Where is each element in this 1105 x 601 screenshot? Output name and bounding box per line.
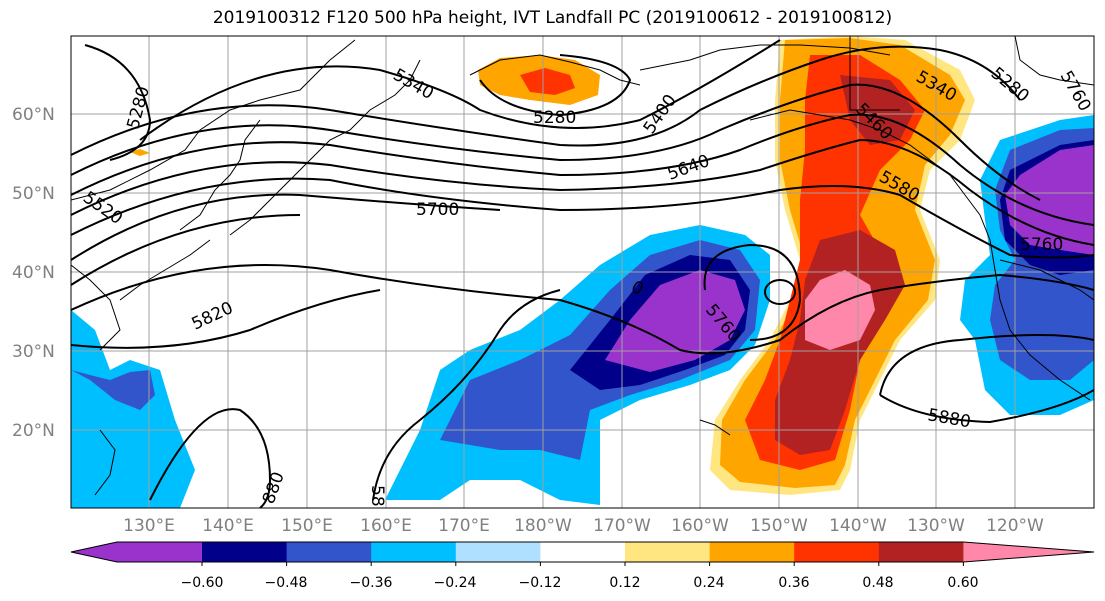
colorbar-tick-label: −0.48 — [265, 575, 308, 591]
negative-west-outer — [71, 310, 195, 508]
lat-label: 20°N — [12, 421, 55, 441]
colorbar-segment — [117, 542, 203, 562]
lon-label: 170°W — [593, 516, 651, 536]
colorbar-tick-label: −0.36 — [350, 575, 393, 591]
contour-label: 5760 — [1020, 235, 1063, 255]
colorbar-tick-label: 0.12 — [609, 575, 640, 591]
colorbar-extend-left — [71, 542, 117, 562]
colorbar-segment — [371, 542, 457, 562]
colorbar-outline — [70, 541, 1095, 563]
lon-label: 120°W — [986, 516, 1044, 536]
colorbar — [70, 541, 1095, 566]
colorbar-tick-label: −0.12 — [519, 575, 562, 591]
positive-alaska-core — [520, 68, 575, 95]
colorbar-segment — [202, 542, 288, 562]
colorbar-segment — [625, 542, 711, 562]
lon-label: 130°E — [123, 516, 175, 536]
colorbar-tick-label: 0.24 — [693, 575, 724, 591]
lon-label: 150°W — [750, 516, 808, 536]
negative-west-mid — [71, 370, 155, 410]
positive-small-patch — [130, 149, 150, 156]
lon-label: 160°W — [671, 516, 729, 536]
map-title: 2019100312 F120 500 hPa height, IVT Land… — [212, 8, 893, 28]
colorbar-segment — [455, 542, 541, 562]
lat-label: 30°N — [12, 342, 55, 362]
colorbar-segment — [540, 542, 626, 562]
graticule — [71, 36, 1094, 508]
height-contours — [71, 39, 1094, 508]
colorbar-tick-label: −0.60 — [181, 575, 224, 591]
map-frame — [70, 35, 1095, 509]
colorbar-segment — [709, 542, 795, 562]
lon-label: 180°W — [514, 516, 572, 536]
longitude-labels: 130°E 140°E 150°E 160°E 170°E 180°W 170°… — [123, 516, 1044, 536]
lat-label: 50°N — [12, 184, 55, 204]
lon-label: 130°W — [907, 516, 965, 536]
lat-label: 40°N — [12, 263, 55, 283]
lat-label: 60°N — [12, 105, 55, 125]
colorbar-tick-label: 0.48 — [862, 575, 893, 591]
lon-label: 140°W — [829, 516, 887, 536]
colorbar-segment — [794, 542, 880, 562]
negative-east-max — [1005, 145, 1094, 255]
contour-label: 5700 — [416, 200, 459, 220]
lon-label: 140°E — [202, 516, 254, 536]
lon-label: 160°E — [360, 516, 412, 536]
colorbar-segment — [878, 542, 964, 562]
lon-label: 150°E — [281, 516, 333, 536]
negative-anomaly-max — [605, 270, 745, 372]
colorbar-segment — [286, 542, 372, 562]
contour-label: 58 — [367, 485, 387, 507]
colorbar-extend-right — [963, 542, 1094, 562]
latitude-labels: 60°N 50°N 40°N 30°N 20°N — [12, 105, 55, 441]
contour-label: 5280 — [533, 108, 576, 128]
lon-label: 170°E — [438, 516, 490, 536]
coastlines — [71, 36, 1094, 496]
colorbar-tick-label: 0.60 — [947, 575, 978, 591]
colorbar-tick-label: −0.24 — [434, 575, 477, 591]
colorbar-tick-label: 0.36 — [778, 575, 809, 591]
colorbar-labels: −0.60 −0.48 −0.36 −0.24 −0.12 0.12 0.24 … — [181, 575, 979, 591]
